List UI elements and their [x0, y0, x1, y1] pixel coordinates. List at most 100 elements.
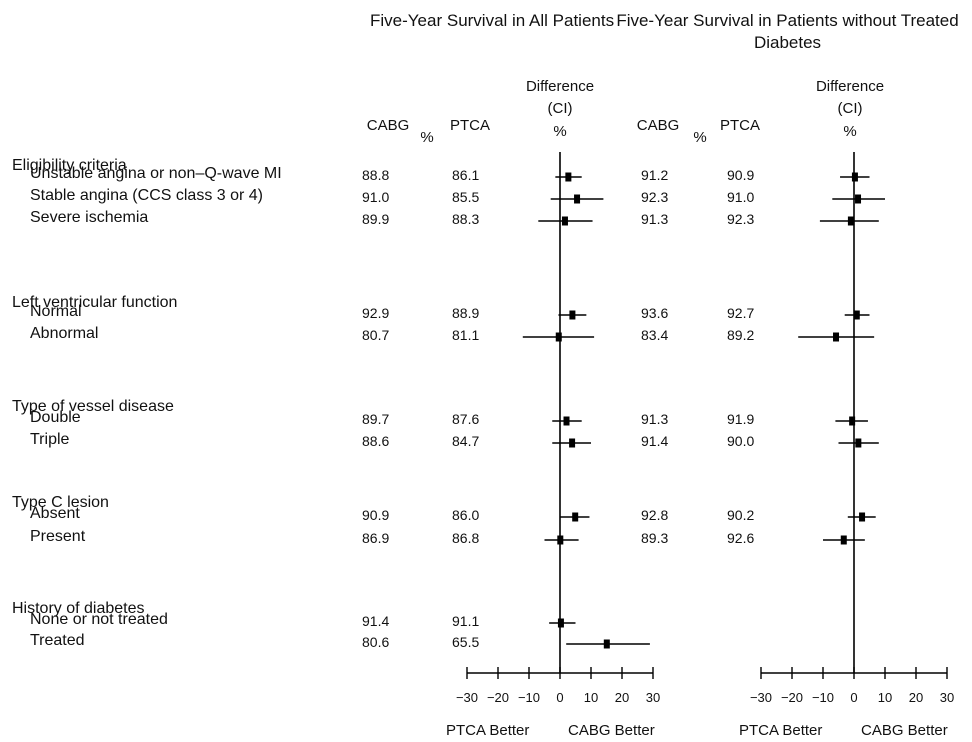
cabg-value-nodiab: 92.3 [641, 189, 669, 205]
x-tick-label: 10 [584, 690, 598, 705]
point-estimate [847, 216, 854, 226]
cabg-value-all: 88.8 [362, 167, 390, 183]
point-estimate [840, 535, 847, 545]
cabg-better-label-nodiab: CABG Better [861, 722, 948, 739]
ptca-value-all: 86.1 [452, 167, 480, 183]
x-tick-label: −10 [518, 690, 540, 705]
point-estimate [565, 172, 572, 182]
x-tick-label: 0 [556, 690, 563, 705]
ptca-value-nodiab: 92.6 [727, 530, 755, 546]
cabg-value-nodiab: 91.3 [641, 211, 669, 227]
col-diffpct-nodiab: % [843, 123, 857, 140]
ptca-value-all: 88.9 [452, 305, 480, 321]
point-estimate [569, 310, 576, 320]
ptca-value-all: 86.8 [452, 530, 480, 546]
cabg-value-all: 80.6 [362, 634, 390, 650]
ptca-value-nodiab: 91.0 [727, 189, 755, 205]
x-tick-label: −10 [812, 690, 834, 705]
cabg-value-all: 89.9 [362, 211, 390, 227]
row-label: Absent [30, 505, 80, 522]
ptca-value-all: 88.3 [452, 211, 480, 227]
ptca-value-nodiab: 92.7 [727, 305, 755, 321]
group-label: History of diabetes [12, 600, 145, 617]
ptca-value-nodiab: 92.3 [727, 211, 755, 227]
col-cabg-all: CABG [366, 117, 410, 134]
x-tick-label: −20 [781, 690, 803, 705]
point-estimate [574, 194, 581, 204]
x-tick-label: 20 [615, 690, 629, 705]
cabg-value-all: 90.9 [362, 507, 390, 523]
ptca-value-all: 65.5 [452, 634, 480, 650]
row-label: Treated [30, 632, 85, 649]
point-estimate [851, 172, 858, 182]
group-label: Eligibility criteria [12, 157, 127, 174]
ptca-value-nodiab: 90.9 [727, 167, 755, 183]
point-estimate [853, 310, 860, 320]
cabg-value-all: 91.0 [362, 189, 390, 205]
col-pct-all: % [420, 129, 434, 146]
point-estimate [561, 216, 568, 226]
x-tick-label: −30 [456, 690, 478, 705]
ptca-value-nodiab: 90.2 [727, 507, 755, 523]
col-diff-nodiab: Difference [815, 78, 885, 95]
cabg-value-all: 89.7 [362, 411, 390, 427]
group-label: Type of vessel disease [12, 398, 174, 415]
x-tick-label: 10 [878, 690, 892, 705]
panel-title-all: Five-Year Survival in All Patients [370, 11, 615, 30]
row-label: None or not treated [30, 611, 168, 628]
cabg-value-all: 86.9 [362, 530, 390, 546]
col-ptca-all: PTCA [449, 117, 490, 134]
cabg-value-nodiab: 91.4 [641, 433, 669, 449]
cabg-value-all: 80.7 [362, 327, 390, 343]
col-pct-nodiab: % [693, 129, 707, 146]
cabg-value-nodiab: 83.4 [641, 327, 669, 343]
col-ci-nodiab: (CI) [837, 100, 863, 117]
ptca-value-nodiab: 89.2 [727, 327, 755, 343]
cabg-value-all: 88.6 [362, 433, 390, 449]
cabg-value-all: 92.9 [362, 305, 390, 321]
point-estimate [603, 639, 610, 649]
col-ptca-nodiab: PTCA [719, 117, 760, 134]
point-estimate [563, 416, 570, 426]
group-label: Type C lesion [12, 494, 109, 511]
point-estimate [569, 438, 576, 448]
x-tick-label: 20 [909, 690, 923, 705]
cabg-value-nodiab: 91.2 [641, 167, 669, 183]
ptca-value-all: 85.5 [452, 189, 480, 205]
x-tick-label: −20 [487, 690, 509, 705]
ptca-value-all: 84.7 [452, 433, 480, 449]
x-tick-label: −30 [750, 690, 772, 705]
col-diffpct-all: % [553, 123, 567, 140]
point-estimate [849, 416, 856, 426]
row-label: Severe ischemia [30, 209, 149, 226]
row-label: Triple [30, 431, 70, 448]
cabg-value-nodiab: 92.8 [641, 507, 669, 523]
point-estimate [855, 194, 862, 204]
point-estimate [557, 618, 564, 628]
ptca-value-nodiab: 90.0 [727, 433, 755, 449]
row-label: Abnormal [30, 325, 99, 342]
col-ci-all: (CI) [547, 100, 573, 117]
col-diff-all: Difference [525, 78, 595, 95]
x-tick-label: 0 [850, 690, 857, 705]
point-estimate [855, 438, 862, 448]
row-label: Normal [30, 303, 82, 320]
point-estimate [859, 512, 866, 522]
row-label: Unstable angina or non–Q-wave MI [30, 165, 282, 182]
ptca-value-nodiab: 91.9 [727, 411, 755, 427]
point-estimate [833, 332, 840, 342]
ptca-better-label-nodiab: PTCA Better [739, 722, 823, 739]
ptca-value-all: 86.0 [452, 507, 480, 523]
ptca-value-all: 81.1 [452, 327, 480, 343]
col-cabg-nodiab: CABG [636, 117, 680, 134]
point-estimate [557, 535, 564, 545]
group-label: Left ventricular function [12, 294, 178, 311]
ptca-value-all: 91.1 [452, 613, 480, 629]
point-estimate [555, 332, 562, 342]
cabg-better-label-all: CABG Better [568, 722, 655, 739]
row-label: Stable angina (CCS class 3 or 4) [30, 187, 263, 204]
ptca-better-label-all: PTCA Better [446, 722, 530, 739]
ptca-value-all: 87.6 [452, 411, 480, 427]
cabg-value-nodiab: 91.3 [641, 411, 669, 427]
